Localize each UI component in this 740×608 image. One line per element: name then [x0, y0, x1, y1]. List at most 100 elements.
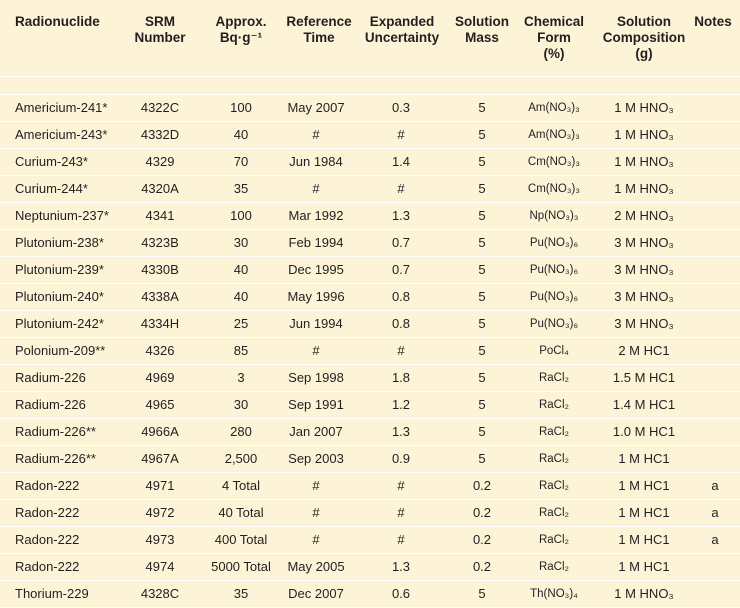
cell-srm-number: 4334H	[140, 316, 180, 331]
cell-srm-number: 4332D	[140, 127, 180, 142]
cell-srm-number: 4972	[145, 505, 175, 520]
cell-srm-number: 4969	[145, 370, 175, 385]
cell-notes: a	[711, 532, 719, 547]
cell-notes: a	[711, 505, 719, 520]
cell-solution-composition: 3 M HNO₃	[614, 289, 674, 304]
header-line: (%)	[543, 46, 565, 61]
cell-radionuclide: Thorium-229	[15, 586, 89, 601]
cell-solution-mass: 5	[478, 208, 486, 223]
cell-approx-bq: 30	[233, 235, 249, 250]
cell-chemical-form: RaCl₂	[538, 561, 570, 573]
cell-expanded-uncertainty: #	[397, 478, 405, 493]
cell-reference-time: #	[312, 505, 320, 520]
cell-radionuclide: Polonium-209**	[15, 343, 106, 358]
cell-expanded-uncertainty: 0.7	[391, 262, 411, 277]
cell-notes	[686, 149, 740, 175]
cell-expanded-uncertainty: 0.6	[391, 586, 411, 601]
cell-solution-composition: 1 M HC1	[618, 478, 670, 493]
table-row: Plutonium-240* 4338A 40 May 1996 0.8 5 Pu(NO₃)…	[0, 284, 740, 311]
table-row: Radium-226** 4966A 280 Jan 2007 1.3 5 RaCl₂ 1.0…	[0, 419, 740, 446]
cell-solution-mass: 0.2	[472, 532, 492, 547]
cell-expanded-uncertainty: 1.3	[391, 424, 411, 439]
cell-reference-time: Jun 1994	[289, 316, 343, 331]
header-line: Reference	[286, 14, 352, 29]
header-srm-number: SRM Number	[130, 14, 190, 46]
cell-notes: a	[711, 478, 719, 493]
cell-solution-composition: 1 M HNO₃	[614, 127, 674, 142]
cell-chemical-form: Np(NO₃)₃	[529, 210, 579, 222]
cell-solution-composition: 1 M HC1	[618, 505, 670, 520]
cell-srm-number: 4326	[145, 343, 175, 358]
cell-solution-composition: 1.4 M HC1	[612, 397, 676, 412]
cell-approx-bq: 280	[230, 424, 252, 439]
cell-approx-bq: 100	[230, 100, 252, 115]
cell-solution-composition: 2 M HNO₃	[614, 208, 674, 223]
cell-radionuclide: Radium-226	[15, 397, 86, 412]
cell-solution-mass: 5	[478, 154, 486, 169]
table-row: Curium-244* 4320A 35 # #5 Cm(NO₃)₃ 1 M HNO₃	[0, 176, 740, 203]
cell-expanded-uncertainty: #	[397, 532, 405, 547]
cell-radionuclide: Americium-241*	[15, 100, 108, 115]
cell-srm-number: 4329	[145, 154, 175, 169]
cell-reference-time: #	[312, 532, 320, 547]
cell-radionuclide: Americium-243*	[15, 127, 108, 142]
cell-approx-bq: 2,500	[224, 451, 258, 466]
header-line: SRM	[145, 14, 175, 29]
cell-solution-composition: 1 M HNO₃	[614, 181, 674, 196]
table-row: Neptunium-237* 4341 100 Mar 1992 1.3 5 Np(NO₃)…	[0, 203, 740, 230]
cell-expanded-uncertainty: 0.9	[391, 451, 411, 466]
cell-expanded-uncertainty: 0.3	[391, 100, 411, 115]
cell-notes	[686, 257, 740, 283]
cell-reference-time: Dec 1995	[288, 262, 344, 277]
cell-radionuclide: Radon-222	[15, 505, 80, 520]
cell-reference-time: #	[312, 343, 320, 358]
cell-approx-bq: 4 Total	[221, 478, 261, 493]
cell-chemical-form: Pu(NO₃)₆	[529, 264, 579, 276]
header-line: Uncertainty	[364, 30, 440, 45]
cell-expanded-uncertainty: 0.8	[391, 289, 411, 304]
header-line: Number	[134, 30, 186, 45]
cell-srm-number: 4341	[145, 208, 175, 223]
header-line: (g)	[635, 46, 653, 61]
header-line: Bq·g⁻¹	[219, 30, 263, 45]
header-spacer	[0, 76, 740, 95]
cell-notes	[686, 311, 740, 337]
cell-chemical-form: Th(NO₃)₄	[530, 588, 578, 600]
cell-expanded-uncertainty: 1.4	[391, 154, 411, 169]
cell-radionuclide: Plutonium-238*	[15, 235, 104, 250]
cell-approx-bq: 5000 Total	[211, 559, 271, 574]
cell-notes	[686, 176, 740, 202]
cell-expanded-uncertainty: 1.3	[391, 208, 411, 223]
cell-chemical-form: RaCl₂	[538, 507, 570, 519]
cell-chemical-form: PoCl₄	[539, 345, 569, 357]
cell-approx-bq: 40 Total	[218, 505, 264, 520]
cell-srm-number: 4965	[145, 397, 175, 412]
cell-notes	[686, 419, 740, 445]
cell-radionuclide: Plutonium-239*	[15, 262, 104, 277]
cell-radionuclide: Radium-226**	[15, 424, 96, 439]
header-line: Solution	[617, 14, 671, 29]
cell-notes	[686, 203, 740, 229]
cell-solution-mass: 5	[478, 289, 486, 304]
header-line: Time	[303, 30, 335, 45]
table-row: Radium-226 4969 3 Sep 1998 1.8 5 RaCl₂ 1.5 M HC…	[0, 365, 740, 392]
cell-srm-number: 4322C	[140, 100, 180, 115]
cell-solution-mass: 0.2	[472, 478, 492, 493]
header-line: Approx.	[215, 14, 267, 29]
header-line: Solution	[455, 14, 509, 29]
cell-radionuclide: Curium-244*	[15, 181, 88, 196]
cell-approx-bq: 30	[233, 397, 249, 412]
cell-radionuclide: Neptunium-237*	[15, 208, 109, 223]
cell-srm-number: 4971	[145, 478, 175, 493]
cell-notes	[686, 95, 740, 121]
cell-solution-mass: 5	[478, 100, 486, 115]
cell-notes	[686, 446, 740, 472]
cell-reference-time: #	[312, 478, 320, 493]
cell-radionuclide: Radium-226**	[15, 451, 96, 466]
table-row: Americium-243* 4332D 40 # #5 Am(NO₃)₃ 1 M HNO₃	[0, 122, 740, 149]
cell-notes	[686, 284, 740, 310]
cell-approx-bq: 100	[230, 208, 252, 223]
cell-reference-time: May 2005	[287, 559, 345, 574]
header-notes: Notes	[686, 14, 740, 30]
cell-chemical-form: Pu(NO₃)₆	[529, 237, 579, 249]
